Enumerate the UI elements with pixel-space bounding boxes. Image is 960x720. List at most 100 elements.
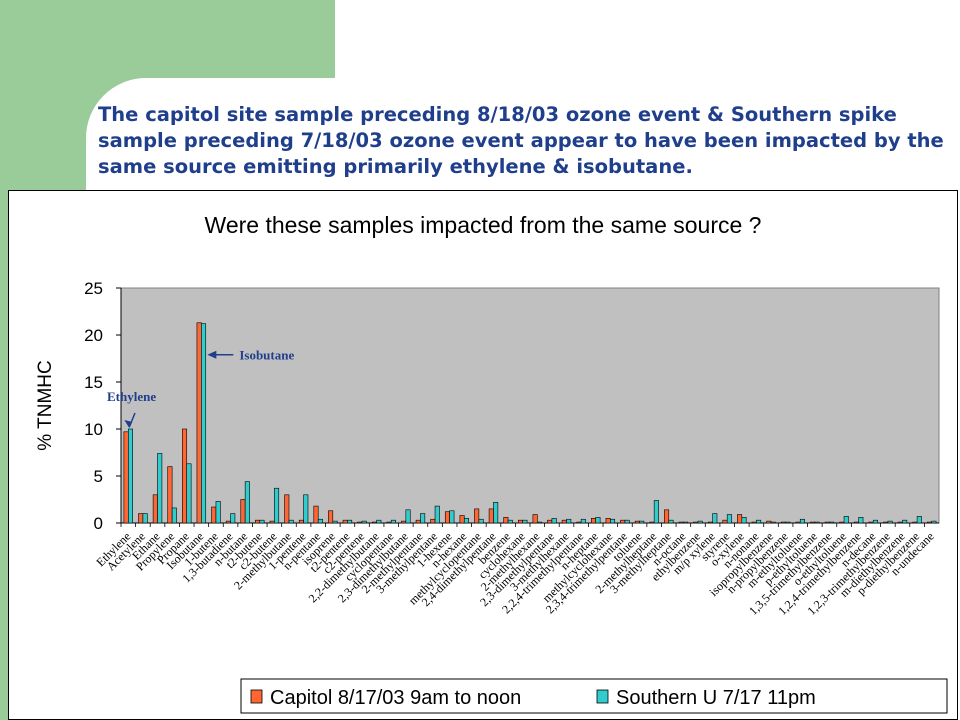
bar-southern-12 — [303, 494, 309, 524]
bar-capitol-25 — [488, 508, 494, 524]
bar-southern-52 — [887, 520, 893, 524]
bar-capitol-18 — [386, 521, 392, 524]
bar-southern-5 — [201, 323, 207, 524]
annotation-ethylene: Ethylene — [107, 389, 156, 404]
bar-capitol-3 — [167, 466, 173, 524]
bar-southern-21 — [434, 505, 440, 524]
legend-label-1: Southern U 7/17 11pm — [616, 687, 816, 709]
bar-capitol-24 — [474, 508, 480, 524]
bar-southern-48 — [829, 521, 835, 524]
bar-capitol-12 — [298, 519, 304, 524]
bar-southern-43 — [756, 519, 762, 524]
bar-southern-38 — [683, 521, 689, 524]
bar-southern-39 — [697, 520, 703, 524]
bar-southern-8 — [244, 481, 250, 524]
bar-southern-2 — [157, 453, 163, 524]
bar-capitol-10 — [269, 520, 275, 524]
bar-southern-36 — [653, 500, 659, 524]
bar-capitol-42 — [737, 514, 743, 524]
bar-southern-10 — [274, 487, 280, 524]
annotation-ethylene-arrowhead — [124, 420, 133, 428]
bar-capitol-49 — [839, 521, 845, 524]
bar-southern-6 — [215, 501, 221, 524]
chart-title: Were these samples impacted from the sam… — [205, 212, 762, 238]
y-tick-label: 10 — [84, 420, 103, 439]
bar-capitol-45 — [780, 521, 786, 524]
legend-box — [240, 678, 948, 714]
bar-southern-54 — [916, 516, 922, 524]
annotation-isobutane-arrowhead — [207, 350, 217, 359]
bar-southern-50 — [858, 517, 864, 524]
bar-southern-14 — [332, 520, 338, 524]
background-green-strip — [0, 0, 8, 720]
y-tick-label: 5 — [94, 467, 103, 486]
bar-southern-0 — [128, 428, 134, 524]
bar-capitol-0 — [123, 431, 129, 524]
bar-southern-42 — [741, 517, 747, 524]
bar-southern-47 — [814, 521, 820, 524]
bar-capitol-41 — [722, 519, 728, 524]
bar-capitol-36 — [649, 521, 655, 524]
bar-southern-26 — [507, 519, 513, 524]
y-tick-label: 20 — [84, 326, 103, 345]
bar-southern-20 — [420, 513, 426, 524]
bar-southern-44 — [770, 521, 776, 524]
bar-southern-18 — [390, 519, 396, 524]
bar-capitol-22 — [444, 511, 450, 524]
bar-southern-31 — [580, 518, 586, 524]
bar-southern-46 — [799, 518, 805, 524]
bar-southern-37 — [668, 519, 674, 524]
legend-swatch-0 — [250, 689, 263, 704]
slide-title: The capitol site sample preceding 8/18/0… — [98, 103, 944, 178]
bar-capitol-51 — [868, 521, 874, 524]
bar-southern-7 — [230, 513, 236, 524]
bar-capitol-11 — [284, 494, 290, 524]
legend-swatch-1 — [596, 689, 609, 704]
bar-capitol-55 — [926, 521, 932, 524]
bar-capitol-15 — [342, 519, 348, 524]
bar-southern-34 — [624, 519, 630, 524]
bar-capitol-35 — [634, 520, 640, 524]
bar-southern-32 — [595, 517, 601, 524]
bar-capitol-43 — [751, 521, 757, 524]
bar-southern-4 — [186, 463, 192, 524]
bar-southern-11 — [288, 519, 294, 524]
bar-southern-23 — [463, 517, 469, 524]
bar-capitol-33 — [605, 517, 611, 524]
bar-southern-1 — [142, 513, 148, 524]
bar-capitol-34 — [620, 519, 626, 524]
bar-southern-16 — [361, 520, 367, 524]
bar-capitol-17 — [371, 521, 377, 524]
bar-southern-29 — [551, 517, 557, 524]
bar-southern-41 — [726, 514, 732, 524]
bar-capitol-50 — [853, 521, 859, 524]
bar-capitol-23 — [459, 515, 465, 524]
bar-capitol-1 — [138, 513, 144, 524]
bar-southern-3 — [171, 507, 177, 524]
bar-capitol-52 — [883, 521, 889, 524]
annotation-isobutane: Isobutane — [239, 348, 294, 363]
bar-southern-24 — [478, 518, 484, 524]
bar-southern-55 — [931, 520, 937, 524]
bar-capitol-2 — [152, 494, 158, 524]
bar-capitol-21 — [430, 518, 436, 524]
y-tick-label: 15 — [84, 373, 103, 392]
bar-capitol-9 — [255, 519, 261, 524]
bar-capitol-19 — [401, 520, 407, 524]
bar-capitol-32 — [591, 517, 597, 524]
bar-southern-19 — [405, 509, 411, 524]
bar-southern-33 — [610, 518, 616, 524]
bar-southern-27 — [522, 519, 528, 524]
bar-capitol-29 — [547, 519, 553, 524]
chart-frame: Were these samples impacted from the sam… — [8, 190, 958, 720]
bar-capitol-48 — [824, 521, 830, 524]
bar-southern-30 — [566, 518, 572, 524]
bar-southern-9 — [259, 519, 265, 524]
bar-southern-35 — [639, 520, 645, 524]
bar-capitol-40 — [707, 521, 713, 524]
bar-capitol-37 — [664, 509, 670, 524]
bar-capitol-6 — [211, 506, 217, 524]
bar-southern-15 — [347, 519, 353, 524]
bar-capitol-38 — [678, 521, 684, 524]
bar-capitol-54 — [912, 521, 918, 524]
